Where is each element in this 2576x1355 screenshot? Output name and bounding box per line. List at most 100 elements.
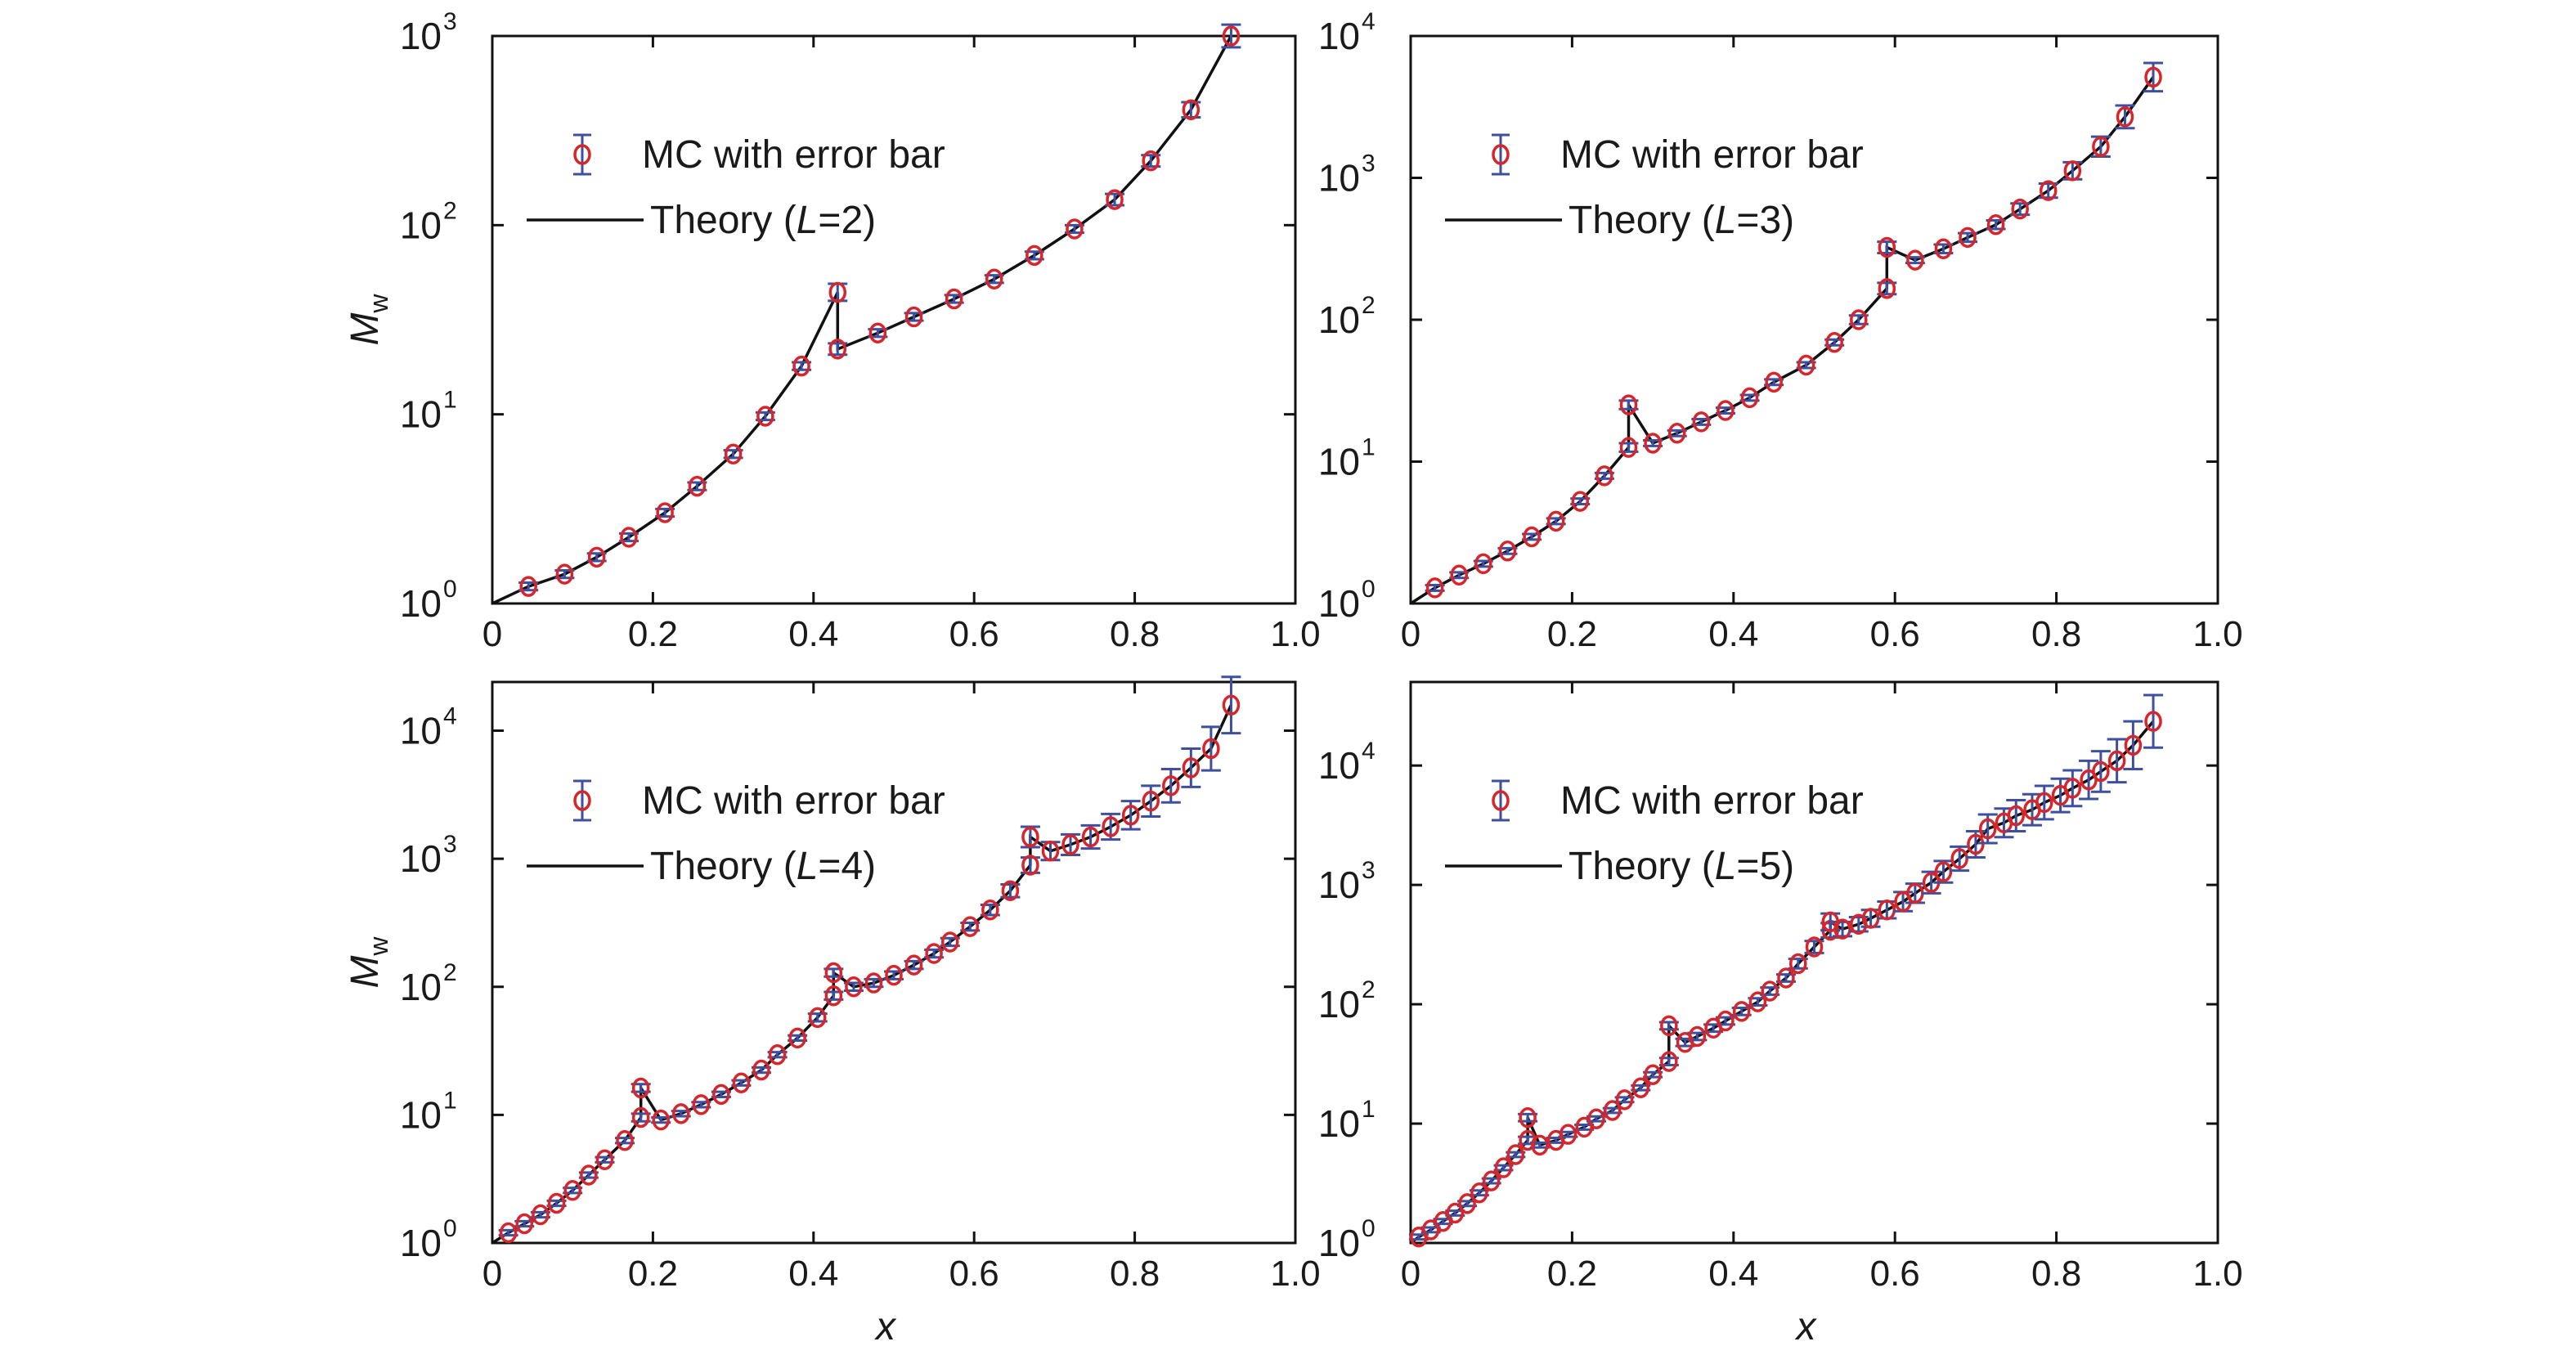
mc-point xyxy=(656,502,674,523)
mc-point xyxy=(752,1059,770,1081)
mc-point xyxy=(1615,1089,1634,1110)
y-tick-label: 10 xyxy=(400,1093,442,1136)
mc-point xyxy=(580,1164,598,1186)
mc-point xyxy=(724,443,743,464)
legend-mc-label: MC with error bar xyxy=(1560,779,1864,823)
mc-point xyxy=(1061,834,1079,855)
legend-marker xyxy=(573,144,591,165)
mc-point xyxy=(961,916,980,937)
mc-point xyxy=(563,1180,581,1201)
mc-point xyxy=(631,1077,650,1099)
mc-point xyxy=(1546,510,1565,532)
mc-point xyxy=(788,1027,806,1049)
mc-point xyxy=(768,1044,787,1066)
mc-point xyxy=(1619,437,1638,458)
mc-point xyxy=(1644,1064,1662,1085)
mc-point xyxy=(1631,1077,1650,1099)
mc-point xyxy=(1458,1193,1476,1214)
mc-point xyxy=(1474,553,1492,575)
mc-point xyxy=(940,931,959,953)
y-tick-label: 10 xyxy=(1318,15,1360,57)
mc-point xyxy=(1182,757,1200,778)
mc-point xyxy=(2063,778,2082,799)
legend-marker xyxy=(1492,144,1510,165)
mc-point xyxy=(1482,1170,1501,1191)
mc-point xyxy=(1660,1015,1678,1037)
mc-point xyxy=(595,1149,614,1170)
y-tick-label: 10 xyxy=(1318,582,1360,625)
mc-point xyxy=(2116,106,2134,128)
y-tick-exponent: 1 xyxy=(1362,434,1376,461)
mc-point xyxy=(824,962,843,984)
plot-frame xyxy=(491,680,1297,1245)
y-tick-label: 10 xyxy=(1318,983,1360,1025)
mc-point xyxy=(868,322,887,343)
mc-point xyxy=(1531,1134,1549,1156)
y-tick-exponent: 2 xyxy=(1362,976,1376,1003)
y-tick-exponent: 2 xyxy=(1362,292,1376,319)
mc-point xyxy=(672,1103,690,1124)
y-tick-exponent: 1 xyxy=(443,387,457,414)
mc-point xyxy=(688,475,707,497)
y-tick-exponent: 1 xyxy=(443,1087,457,1114)
mc-point xyxy=(1571,491,1590,512)
error-bar xyxy=(2143,693,2164,749)
y-tick-label: 10 xyxy=(1318,1102,1360,1145)
mc-point xyxy=(1025,245,1043,267)
mc-point xyxy=(2039,180,2058,201)
legend: MC with error bar Theory (L=3) xyxy=(1445,133,1864,242)
y-tick-exponent: 0 xyxy=(1362,576,1376,603)
x-tick-label: 0 xyxy=(482,614,502,654)
mc-point xyxy=(1878,278,1896,299)
y-tick-label: 10 xyxy=(400,710,442,752)
mc-point xyxy=(1121,805,1140,826)
x-tick-label: 1.0 xyxy=(2192,614,2242,654)
mc-point xyxy=(1202,738,1220,760)
legend-theory-label: Theory (L=4) xyxy=(650,845,876,888)
y-axis-label: Mw xyxy=(343,294,393,346)
mc-point xyxy=(1761,980,1779,1002)
mc-point xyxy=(1425,577,1444,599)
error-bar xyxy=(2034,784,2054,821)
x-tick-label: 0.8 xyxy=(2031,614,2081,654)
mc-point xyxy=(1222,694,1241,716)
mc-point xyxy=(1717,400,1735,421)
x-tick-label: 0.6 xyxy=(1870,1254,1920,1294)
mc-point xyxy=(1102,816,1120,837)
legend-marker xyxy=(573,790,591,811)
error-bar xyxy=(2107,738,2127,784)
error-bar xyxy=(2050,777,2071,814)
mc-point xyxy=(515,1213,534,1235)
mc-point xyxy=(1142,150,1160,172)
mc-point xyxy=(2092,136,2110,158)
mc-point xyxy=(1494,1157,1513,1178)
x-tick-label: 0 xyxy=(1401,614,1420,654)
x-tick-label: 0.4 xyxy=(1708,614,1758,654)
y-tick-label: 10 xyxy=(1318,157,1360,200)
mc-point xyxy=(1906,249,1924,271)
y-tick-exponent: 1 xyxy=(1362,1096,1376,1123)
x-tick-label: 0.2 xyxy=(1547,614,1597,654)
y-axis-label: Mw xyxy=(343,936,393,989)
error-bar xyxy=(1160,768,1181,804)
x-tick-label: 0.2 xyxy=(628,1254,678,1294)
error-bar xyxy=(1848,916,1869,933)
x-tick-label: 0.4 xyxy=(788,614,838,654)
mc-point xyxy=(1825,332,1843,353)
error-bar xyxy=(2062,769,2083,808)
legend: MC with error bar Theory (L=5) xyxy=(1445,779,1864,888)
y-tick-exponent: 3 xyxy=(443,8,457,35)
mc-point xyxy=(1789,953,1807,975)
mc-point xyxy=(981,900,999,921)
y-tick-label: 10 xyxy=(400,204,442,246)
mc-point xyxy=(904,306,923,328)
x-tick-label: 1.0 xyxy=(2192,1254,2242,1294)
x-tick-label: 0.6 xyxy=(1870,614,1920,654)
y-tick-label: 10 xyxy=(1318,441,1360,483)
error-bar xyxy=(1933,859,1954,884)
y-tick-label: 10 xyxy=(1318,744,1360,787)
mc-point xyxy=(2092,761,2110,783)
